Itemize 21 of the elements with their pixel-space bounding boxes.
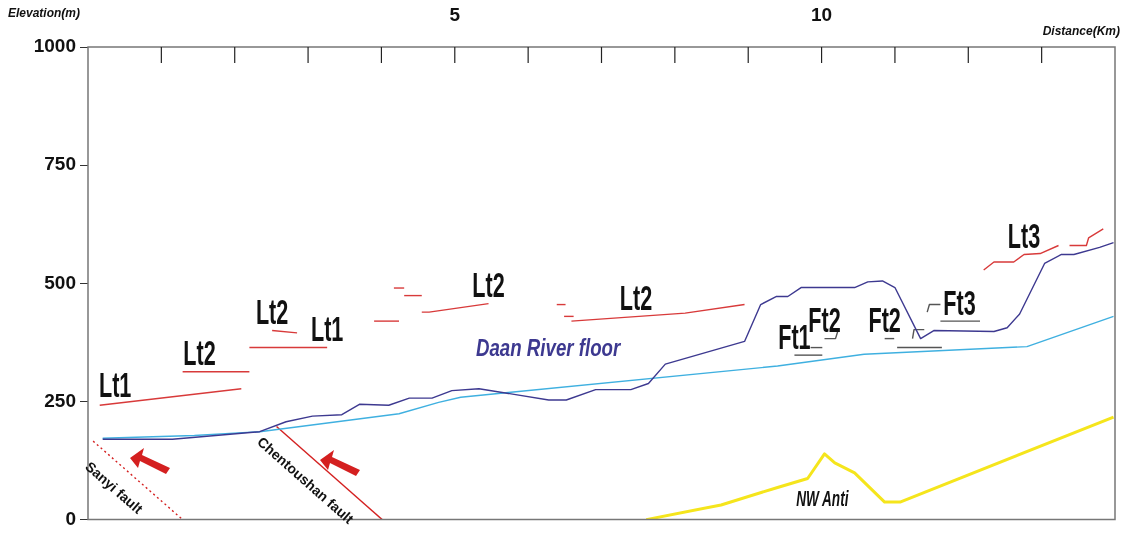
annotation: Ft2 (868, 300, 901, 340)
x-tick-label: 10 (811, 3, 833, 25)
annotation: NW Anti (796, 485, 850, 511)
annotation: Lt2 (619, 278, 653, 318)
y-tick-label: 750 (44, 153, 76, 175)
annotation: Ft3 (943, 283, 976, 323)
annotation: Lt2 (472, 266, 505, 305)
y-axis-title: Elevation(m) (8, 6, 81, 21)
annotation: Ft2 (808, 300, 841, 340)
y-tick-label: 500 (44, 271, 76, 293)
annotation: Lt1 (310, 309, 344, 349)
y-tick-label: 250 (44, 389, 76, 411)
y-tick-label: 1000 (33, 35, 76, 57)
x-tick-label: 5 (449, 3, 461, 25)
y-tick-label: 0 (65, 507, 76, 529)
annotation: Lt2 (255, 292, 289, 332)
x-axis-title: Distance(Km) (1042, 24, 1120, 39)
annotation: Lt2 (183, 334, 216, 373)
annotation: Lt1 (98, 365, 132, 405)
annotation: Lt3 (1007, 216, 1041, 256)
series-label: Daan River floor (475, 333, 622, 362)
